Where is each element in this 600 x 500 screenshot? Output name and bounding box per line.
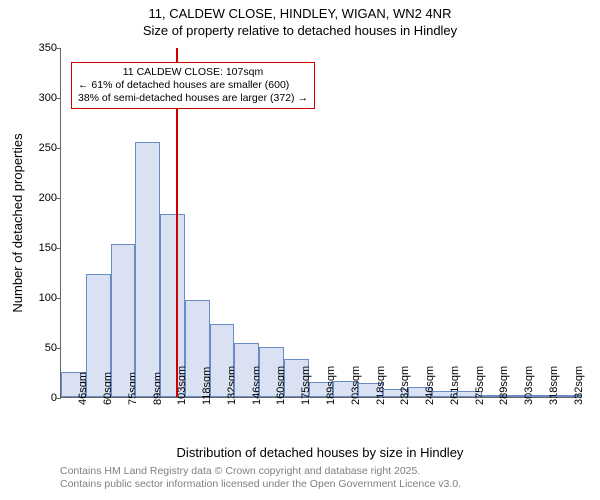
y-tick: 250 xyxy=(25,142,57,154)
y-tick: 100 xyxy=(25,292,57,304)
y-tick-mark xyxy=(56,198,61,199)
title-line-2: Size of property relative to detached ho… xyxy=(0,23,600,40)
y-tick: 150 xyxy=(25,242,57,254)
x-tick: 332sqm xyxy=(573,366,585,405)
bar xyxy=(135,142,160,397)
y-tick: 50 xyxy=(25,342,57,354)
title-line-1: 11, CALDEW CLOSE, HINDLEY, WIGAN, WN2 4N… xyxy=(0,6,600,23)
y-tick-mark xyxy=(56,248,61,249)
chart-container: 11, CALDEW CLOSE, HINDLEY, WIGAN, WN2 4N… xyxy=(0,0,600,500)
x-tick: 318sqm xyxy=(548,366,560,405)
y-tick-mark xyxy=(56,48,61,49)
plot-area: 05010015020025030035046sqm60sqm75sqm89sq… xyxy=(60,48,580,398)
y-tick-mark xyxy=(56,298,61,299)
attribution-line-2: Contains public sector information licen… xyxy=(60,478,580,491)
y-tick: 300 xyxy=(25,92,57,104)
x-axis-label: Distribution of detached houses by size … xyxy=(60,445,580,460)
callout-line: ← 61% of detached houses are smaller (60… xyxy=(78,79,308,92)
callout-box: 11 CALDEW CLOSE: 107sqm← 61% of detached… xyxy=(71,62,315,109)
x-tick: 289sqm xyxy=(498,366,510,405)
plot: 05010015020025030035046sqm60sqm75sqm89sq… xyxy=(60,48,580,398)
y-tick-mark xyxy=(56,348,61,349)
x-tick: 246sqm xyxy=(424,366,436,405)
x-tick: 303sqm xyxy=(523,366,535,405)
attribution-line-1: Contains HM Land Registry data © Crown c… xyxy=(60,465,580,478)
y-tick-mark xyxy=(56,98,61,99)
callout-line: 38% of semi-detached houses are larger (… xyxy=(78,92,308,105)
y-tick-mark xyxy=(56,148,61,149)
title-block: 11, CALDEW CLOSE, HINDLEY, WIGAN, WN2 4N… xyxy=(0,0,600,40)
attribution: Contains HM Land Registry data © Crown c… xyxy=(60,465,580,491)
x-tick: 232sqm xyxy=(399,366,411,405)
y-tick-mark xyxy=(56,398,61,399)
x-tick: 275sqm xyxy=(474,366,486,405)
x-tick: 261sqm xyxy=(449,366,461,405)
y-tick: 350 xyxy=(25,42,57,54)
y-tick: 0 xyxy=(25,392,57,404)
y-tick: 200 xyxy=(25,192,57,204)
x-tick: 218sqm xyxy=(375,366,387,405)
callout-line: 11 CALDEW CLOSE: 107sqm xyxy=(78,66,308,79)
